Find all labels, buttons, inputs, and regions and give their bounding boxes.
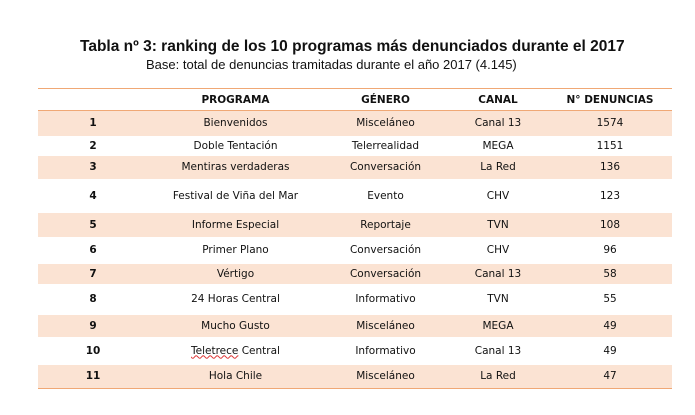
denuncias-cell: 55 (603, 293, 617, 305)
genero-cell: Evento (367, 189, 404, 202)
genero-cell: Conversación (323, 263, 448, 284)
header-canal: CANAL (448, 88, 548, 111)
programa-cell: Mucho Gusto (148, 314, 323, 337)
canal-cell: CHV (486, 189, 510, 202)
rank-cell: 9 (38, 314, 148, 337)
genero-cell: Informativo (355, 344, 416, 357)
header-programa: PROGRAMA (148, 88, 323, 111)
table-row: 10 Teletrece Central Informativo Canal 13 49 (38, 337, 672, 365)
rank-cell: 2 (89, 139, 97, 152)
rank-cell: 11 (38, 364, 148, 389)
canal-cell: Canal 13 (448, 263, 548, 284)
canal-cell: Canal 13 (448, 110, 548, 136)
header-denuncias: N° DENUNCIAS (548, 88, 672, 111)
genero-cell: Misceláneo (323, 314, 448, 337)
rank-cell: 6 (89, 244, 97, 256)
denuncias-cell: 49 (603, 344, 617, 357)
table-row: 3 Mentiras verdaderas Conversación La Red 13… (38, 155, 672, 179)
rank-cell: 1 (38, 110, 148, 136)
denuncias-cell: 123 (599, 189, 621, 202)
canal-cell: La Red (448, 364, 548, 389)
rank-cell: 4 (89, 189, 97, 202)
programa-text: Central (238, 344, 280, 357)
rank-cell: 10 (85, 344, 101, 357)
canal-cell: TVN (448, 212, 548, 237)
rank-cell: 3 (38, 155, 148, 179)
programa-cell: Teletrece Central (148, 337, 323, 365)
canal-cell: MEGA (482, 139, 514, 152)
genero-cell: Informativo (355, 293, 416, 305)
table-subtitle: Base: total de denuncias tramitadas dura… (146, 57, 517, 72)
programa-cell: 24 Horas Central (191, 293, 280, 305)
programa-cell: Hola Chile (148, 364, 323, 389)
programa-cell: Bienvenidos (148, 110, 323, 136)
programa-cell: Doble Tentación (193, 139, 278, 152)
genero-cell: Conversación (349, 244, 422, 256)
rank-cell: 8 (89, 293, 97, 305)
denuncias-cell: 47 (548, 364, 672, 389)
table-row: 11 Hola Chile Misceláneo La Red 47 (38, 364, 672, 389)
table-row: 1 Bienvenidos Misceláneo Canal 13 1574 (38, 110, 672, 136)
denuncias-cell: 58 (548, 263, 672, 284)
canal-cell: Canal 13 (474, 344, 522, 357)
ranking-table: PROGRAMA GÉNERO CANAL N° DENUNCIAS 1 Bien… (38, 88, 672, 389)
denuncias-cell: 1151 (596, 139, 624, 152)
programa-cell: Primer Plano (202, 244, 269, 256)
denuncias-cell: 136 (548, 155, 672, 179)
genero-cell: Telerrealidad (351, 139, 420, 152)
programa-cell: Vértigo (148, 263, 323, 284)
header-genero: GÉNERO (323, 88, 448, 111)
genero-cell: Reportaje (323, 212, 448, 237)
canal-cell: TVN (487, 293, 509, 305)
header-rank (38, 88, 148, 111)
canal-cell: CHV (486, 244, 510, 256)
table-row: 7 Vértigo Conversación Canal 13 58 (38, 263, 672, 284)
denuncias-cell: 108 (548, 212, 672, 237)
denuncias-cell: 49 (548, 314, 672, 337)
table-row: 5 Informe Especial Reportaje TVN 108 (38, 212, 672, 237)
programa-cell: Festival de Viña del Mar (172, 189, 299, 202)
canal-cell: La Red (448, 155, 548, 179)
rank-cell: 7 (38, 263, 148, 284)
canal-cell: MEGA (448, 314, 548, 337)
table-row: 2 Doble Tentación Telerrealidad MEGA 1151 (38, 136, 672, 156)
rank-cell: 5 (38, 212, 148, 237)
table-row: 9 Mucho Gusto Misceláneo MEGA 49 (38, 314, 672, 337)
genero-cell: Conversación (323, 155, 448, 179)
genero-cell: Misceláneo (323, 364, 448, 389)
table-title: Tabla nº 3: ranking de los 10 programas … (80, 38, 625, 55)
programa-cell: Mentiras verdaderas (148, 155, 323, 179)
programa-cell: Informe Especial (148, 212, 323, 237)
denuncias-cell: 96 (603, 244, 617, 256)
table-header-row: PROGRAMA GÉNERO CANAL N° DENUNCIAS (38, 88, 672, 111)
genero-cell: Misceláneo (323, 110, 448, 136)
table-row: 8 24 Horas Central Informativo TVN 55 (38, 284, 672, 315)
table-row: 4 Festival de Viña del Mar Evento CHV 123 (38, 179, 672, 213)
programa-text-misspelled: Teletrece (191, 344, 239, 357)
denuncias-cell: 1574 (548, 110, 672, 136)
table-row: 6 Primer Plano Conversación CHV 96 (38, 237, 672, 264)
